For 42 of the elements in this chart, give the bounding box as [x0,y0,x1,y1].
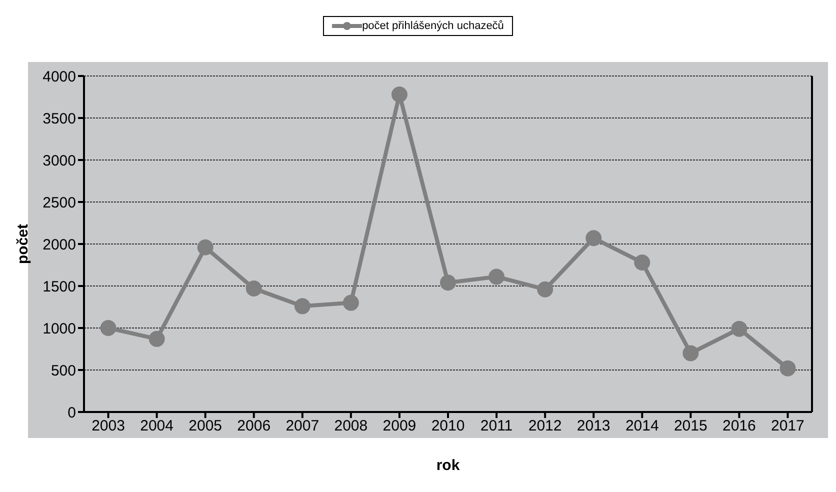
x-tick-label: 2017 [771,418,804,435]
point [682,345,699,362]
point [731,320,748,337]
x-tick-label: 2004 [140,418,174,435]
x-tick-label: 2011 [480,418,513,435]
y-tick-label: 500 [50,362,76,380]
y-tick-label: 2500 [42,194,76,212]
x-tick-label: 2012 [528,418,562,435]
x-tick-label: 2014 [625,418,659,435]
point [391,86,408,102]
x-tick-label: 2016 [722,418,756,435]
x-tick-label: 2013 [576,418,610,435]
legend-label: počet přihlášených uchazečů [362,20,504,32]
y-tick-label: 1500 [42,278,76,296]
point [634,254,650,270]
point [780,360,796,376]
point [537,281,554,298]
y-tick-label: 2000 [42,236,76,254]
point [100,320,116,336]
point [246,280,262,297]
point [342,294,359,311]
x-tick-label: 2007 [286,418,320,435]
x-tick-label: 2009 [382,418,416,435]
y-tick-label: 3000 [42,152,76,170]
x-tick-label: 2015 [674,418,708,435]
point [197,239,214,256]
point [586,230,602,246]
y-axis-title: počet [14,224,32,264]
x-axis-title: rok [436,457,460,474]
y-tick-label: 3500 [42,110,76,128]
y-tick-label: 1000 [42,320,76,338]
point [148,330,165,347]
point [294,298,310,314]
x-tick-label: 2003 [92,418,125,435]
y-tick-label: 0 [68,404,76,422]
x-tick-label: 2010 [431,418,465,435]
x-tick-label: 2005 [188,418,222,435]
point [440,274,456,291]
x-tick-label: 2008 [334,418,368,435]
y-tick-label: 4000 [42,68,76,86]
x-tick-label: 2006 [237,418,271,435]
point [488,268,505,285]
